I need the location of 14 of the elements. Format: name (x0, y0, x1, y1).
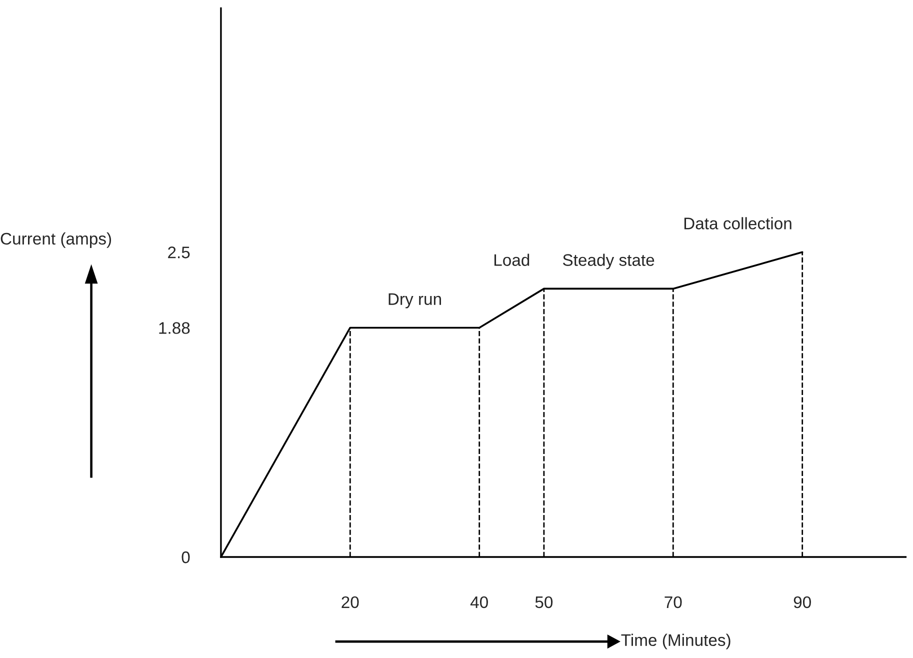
x-tick-label: 90 (794, 596, 811, 608)
y-tick-label: 0 (182, 551, 190, 564)
annotation: Steady state (562, 254, 654, 270)
y-axis-title: Current (amps) (0, 232, 112, 248)
x-tick-label: 40 (470, 596, 488, 608)
x-tick-label: 20 (342, 596, 359, 608)
annotation: Load (494, 254, 530, 266)
y-tick-label: 2.5 (168, 246, 190, 258)
y-tick-label: 1.88 (159, 322, 190, 334)
annotation: Data collection (684, 217, 792, 230)
x-tick-label: 70 (664, 596, 682, 608)
x-tick-label: 50 (535, 596, 553, 608)
annotation: Dry run (388, 293, 441, 308)
x-axis-title: Time (Minutes) (621, 634, 730, 650)
